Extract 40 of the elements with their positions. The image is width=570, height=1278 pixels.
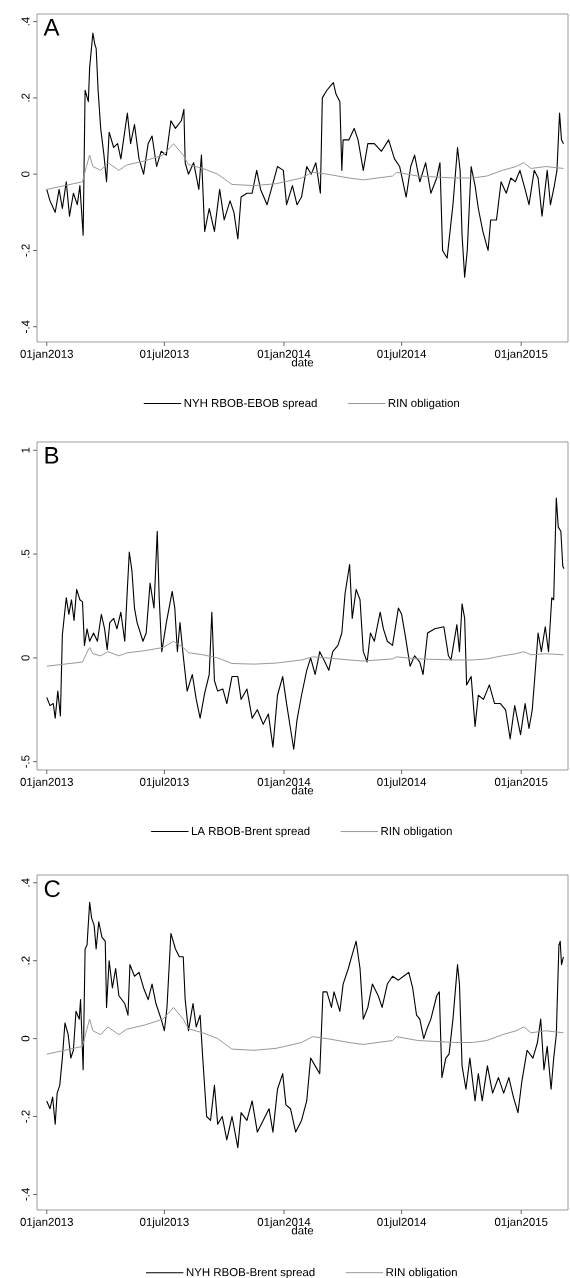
chart-title: B bbox=[45, 447, 59, 464]
x-tick-label: 01jul2014 bbox=[377, 349, 427, 361]
y-tick-label: .2 bbox=[21, 93, 30, 102]
y-tick-label: -.2 bbox=[21, 244, 30, 257]
legend-label: NYH RBOB-EBOB spread bbox=[184, 398, 317, 410]
x-tick-label: 01jan2013 bbox=[20, 349, 73, 361]
chart-title: C bbox=[44, 880, 60, 898]
line-series bbox=[46, 143, 564, 190]
legend-label: RIN obligation bbox=[381, 826, 452, 838]
x-tick-label: 01jan2013 bbox=[20, 1217, 73, 1229]
y-tick-label: .2 bbox=[21, 956, 30, 965]
x-tick-label: 01jul2014 bbox=[377, 777, 427, 789]
line-series bbox=[46, 1006, 564, 1055]
legend-label: NYH RBOB-Brent spread bbox=[186, 1267, 315, 1278]
legend-label: LA RBOB-Brent spread bbox=[191, 826, 310, 838]
y-tick-label: 0 bbox=[21, 171, 30, 177]
x-tick-label: 01jul2013 bbox=[140, 777, 189, 789]
legend-label: RIN obligation bbox=[388, 398, 460, 410]
chart-title: A bbox=[43, 19, 60, 36]
y-tick-label: 0 bbox=[21, 1035, 30, 1042]
y-tick-label: .4 bbox=[21, 878, 30, 887]
y-tick-label: -.5 bbox=[21, 755, 30, 768]
y-tick-label: .5 bbox=[21, 549, 30, 558]
legend-label: RIN obligation bbox=[386, 1267, 457, 1278]
y-tick-label: -.2 bbox=[21, 1110, 30, 1123]
x-tick-label: 01jan2015 bbox=[494, 777, 548, 789]
y-tick-label: -.4 bbox=[21, 320, 30, 333]
line-series bbox=[46, 901, 565, 1149]
x-tick-label: 01jul2014 bbox=[377, 1217, 427, 1229]
y-tick-label: 1 bbox=[21, 447, 30, 453]
x-tick-label: 01jan2013 bbox=[20, 777, 73, 789]
line-series bbox=[46, 497, 565, 750]
y-tick-label: -.4 bbox=[21, 1188, 30, 1201]
x-tick-label: 01jul2013 bbox=[140, 1217, 189, 1229]
y-tick-label: .4 bbox=[21, 17, 30, 26]
x-tick-label: 01jan2015 bbox=[494, 1217, 548, 1229]
line-series bbox=[46, 640, 564, 667]
y-tick-label: 0 bbox=[21, 655, 30, 661]
x-tick-label: 01jul2013 bbox=[140, 349, 189, 361]
x-tick-label: 01jan2015 bbox=[494, 349, 548, 361]
